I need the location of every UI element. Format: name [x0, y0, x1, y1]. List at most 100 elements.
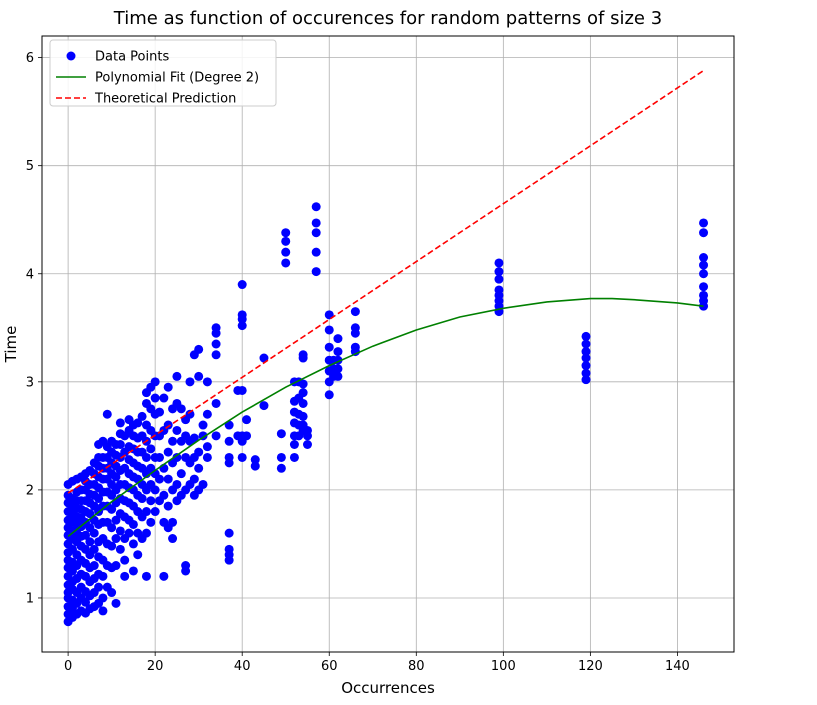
data-point [189, 433, 199, 443]
data-point [115, 544, 125, 554]
data-point [111, 515, 121, 525]
data-point [202, 409, 212, 419]
data-point [111, 534, 121, 544]
data-point [120, 555, 130, 565]
x-tick-label: 140 [665, 659, 690, 674]
data-point [581, 339, 591, 349]
data-point [185, 409, 195, 419]
data-point [211, 398, 221, 408]
data-point [699, 260, 709, 270]
data-point [107, 523, 117, 533]
data-point [494, 285, 504, 295]
data-point [115, 440, 125, 450]
data-point [259, 353, 269, 363]
data-point [89, 528, 99, 538]
data-point [494, 267, 504, 277]
data-point [115, 418, 125, 428]
data-point [324, 390, 334, 400]
data-point [581, 375, 591, 385]
data-point [224, 452, 234, 462]
data-point [298, 379, 308, 389]
y-tick-label: 6 [26, 51, 34, 66]
data-point [699, 282, 709, 292]
legend: Data Points Polynomial Fit (Degree 2) Th… [49, 39, 277, 107]
data-point [333, 334, 343, 344]
data-point [699, 218, 709, 228]
data-point [98, 606, 108, 616]
data-point [111, 561, 121, 571]
data-point [172, 479, 182, 489]
data-point [141, 452, 151, 462]
data-point [237, 310, 247, 320]
data-point [237, 321, 247, 331]
data-point [189, 474, 199, 484]
data-point [494, 274, 504, 284]
legend-marker-data-points [66, 51, 76, 61]
x-tick-label: 120 [578, 659, 603, 674]
data-point [699, 228, 709, 238]
data-point [102, 409, 112, 419]
data-point [85, 537, 95, 547]
data-point [163, 474, 173, 484]
data-point [141, 528, 151, 538]
data-point [237, 385, 247, 395]
data-point [98, 593, 108, 603]
legend-label-theoretical-prediction: Theoretical Prediction [94, 92, 236, 107]
series-layer [63, 69, 709, 627]
data-point [311, 228, 321, 238]
data-point [250, 455, 260, 465]
data-point [94, 494, 104, 504]
data-point [176, 404, 186, 414]
data-point [155, 407, 165, 417]
data-point [150, 507, 160, 517]
data-point [194, 344, 204, 354]
data-point [302, 425, 312, 435]
data-point [172, 425, 182, 435]
data-point [133, 418, 143, 428]
legend-label-polynomial-fit: Polynomial Fit (Degree 2) [95, 71, 259, 86]
data-point [350, 307, 360, 317]
data-point [172, 452, 182, 462]
data-point [581, 361, 591, 371]
data-point [324, 325, 334, 335]
y-tick-label: 1 [26, 591, 34, 606]
x-tick-label: 60 [321, 659, 338, 674]
data-point [128, 566, 138, 576]
plot-frame [41, 35, 735, 653]
data-point [202, 442, 212, 452]
data-point [699, 253, 709, 263]
data-point [581, 347, 591, 357]
data-point [128, 519, 138, 529]
x-axis-label: Occurrences [341, 679, 435, 697]
data-point [250, 461, 260, 471]
y-tick-label: 4 [26, 267, 34, 282]
data-point [224, 528, 234, 538]
data-point [324, 342, 334, 352]
data-point [237, 280, 247, 290]
data-point [94, 582, 104, 592]
data-point [581, 331, 591, 341]
data-point [699, 290, 709, 300]
x-tick-label: 100 [491, 659, 516, 674]
data-point [242, 415, 252, 425]
data-point [107, 541, 117, 551]
data-point [333, 371, 343, 381]
data-point [168, 436, 178, 446]
data-point [242, 431, 252, 441]
data-point [150, 485, 160, 495]
data-point [281, 228, 291, 238]
data-point [211, 431, 221, 441]
data-point [211, 339, 221, 349]
data-point [137, 494, 147, 504]
data-point [89, 561, 99, 571]
data-point [259, 401, 269, 411]
x-tick-label: 40 [234, 659, 251, 674]
data-point [198, 420, 208, 430]
data-point [163, 382, 173, 392]
data-point [163, 447, 173, 457]
data-point [150, 377, 160, 387]
data-point [81, 597, 91, 607]
data-point [350, 323, 360, 333]
data-point [202, 377, 212, 387]
